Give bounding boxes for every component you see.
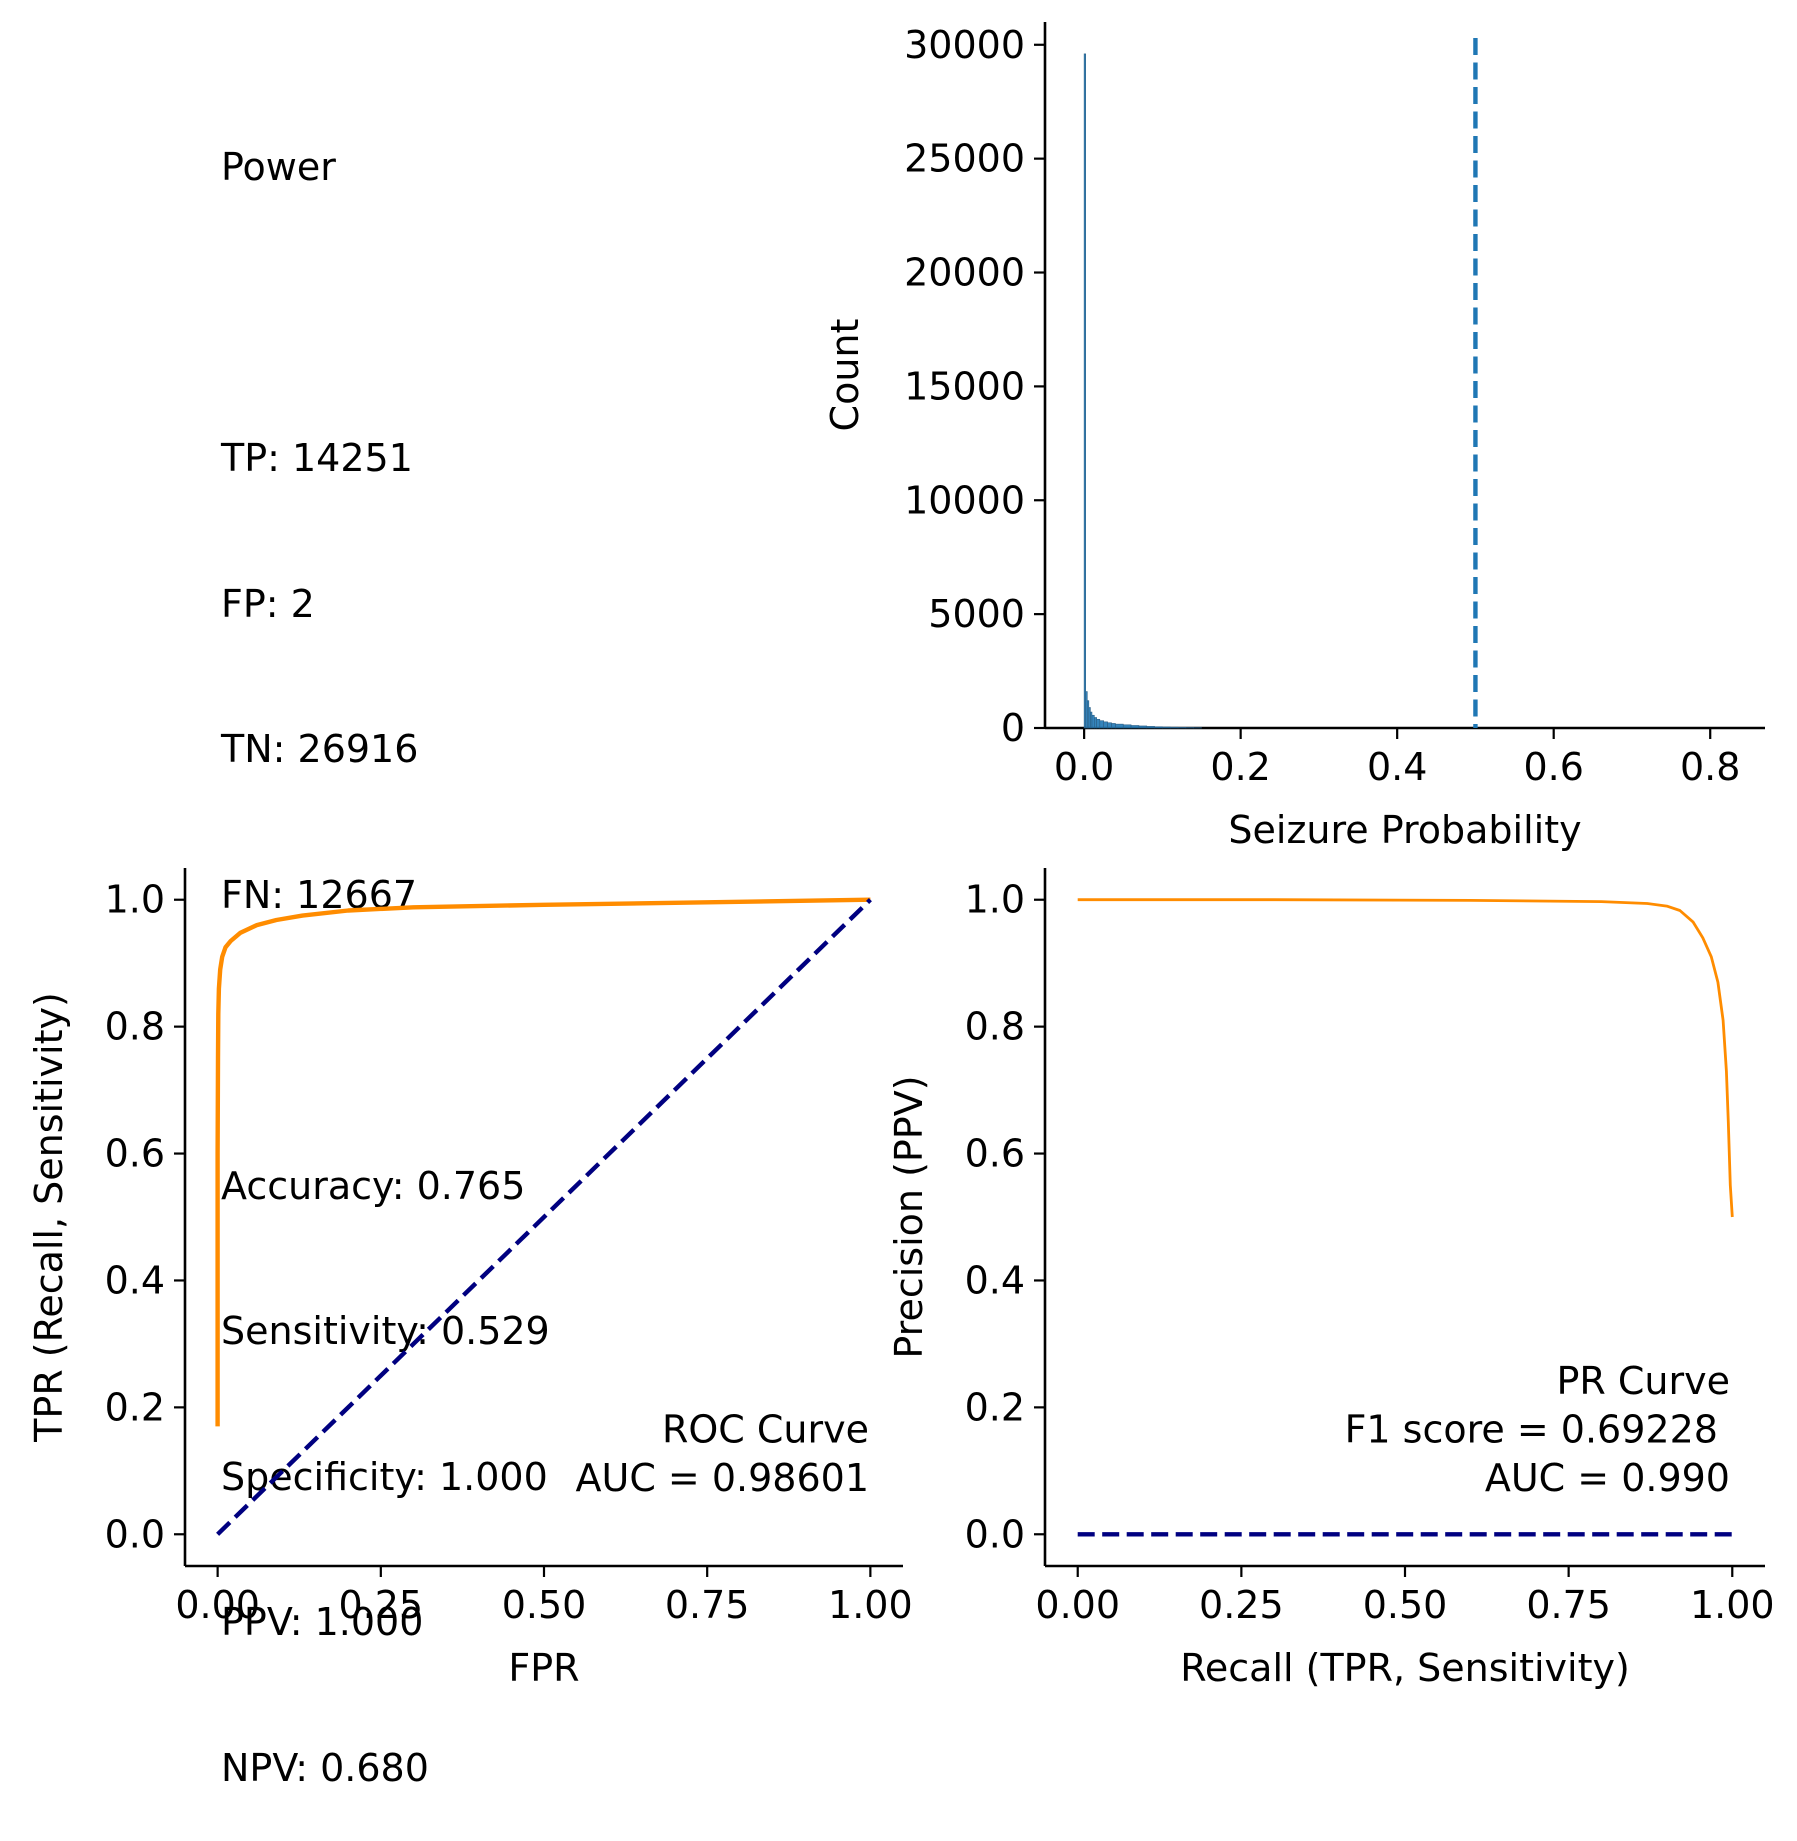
histogram-bar [1155,727,1163,728]
roc-x-axis-label: FPR [508,1646,579,1690]
stats-npv: NPV: 0.680 [221,1744,550,1793]
roc-x-tick-label: 0.50 [502,1583,587,1627]
pr-y-tick-label: 0.2 [965,1385,1025,1429]
histogram-bar [1112,723,1116,728]
pr-x-tick-label: 0.25 [1199,1583,1284,1627]
roc-curve [218,900,871,1427]
histogram-bar [1170,727,1178,728]
histogram-bar [1123,725,1131,728]
pr-curve [1078,900,1733,1217]
roc-y-tick-label: 1.0 [105,878,165,922]
pr-x-axis-label: Recall (TPR, Sensitivity) [1180,1646,1630,1690]
pr-y-tick-label: 0.8 [965,1005,1025,1049]
histogram-y-tick-label: 10000 [904,478,1025,522]
pr-annotation: AUC = 0.990 [1485,1456,1730,1500]
roc-y-tick-label: 0.4 [105,1258,165,1302]
histogram-y-tick-label: 20000 [904,251,1025,295]
histogram-y-axis-label: Count [823,319,867,432]
roc-x-tick-label: 0.25 [339,1583,424,1627]
histogram-y-tick-label: 25000 [904,137,1025,181]
histogram-bar [1115,724,1123,728]
histogram-x-tick-label: 0.2 [1210,745,1270,789]
histogram-y-tick-label: 15000 [904,364,1025,408]
histogram-y-tick-label: 30000 [904,23,1025,67]
histogram-bar [1147,726,1155,728]
pr-x-tick-label: 0.75 [1526,1583,1611,1627]
histogram-bar [1139,726,1147,728]
pr-x-tick-label: 0.50 [1363,1583,1448,1627]
roc-y-tick-label: 0.6 [105,1132,165,1176]
pr-annotation: F1 score = 0.69228 [1345,1408,1730,1452]
roc-y-tick-label: 0.8 [105,1005,165,1049]
histogram-bar [1186,727,1194,728]
pr-x-tick-label: 1.00 [1690,1583,1775,1627]
histogram-bar [1100,721,1104,728]
histogram-bar [1104,722,1108,728]
histogram-bar [1131,725,1139,728]
histogram-y-tick-label: 5000 [928,592,1025,636]
histogram-bar [1097,719,1100,728]
pr-y-tick-label: 1.0 [965,878,1025,922]
histogram-x-axis-label: Seizure Probability [1228,808,1581,852]
roc-y-tick-label: 0.0 [105,1512,165,1556]
roc-x-tick-label: 1.00 [828,1583,913,1627]
pr-y-axis-label: Precision (PPV) [887,1075,931,1358]
histogram-y-tick-label: 0 [1001,706,1025,750]
histogram-bar [1178,727,1186,728]
histogram-bar [1094,718,1096,728]
pr-y-tick-label: 0.4 [965,1258,1025,1302]
roc-y-axis-label: TPR (Recall, Sensitivity) [27,992,71,1443]
pr-annotation: PR Curve [1556,1359,1730,1403]
roc-x-tick-label: 0.00 [175,1583,260,1627]
histogram-x-tick-label: 0.8 [1680,745,1740,789]
histogram-x-tick-label: 0.0 [1054,745,1114,789]
histogram-x-tick-label: 0.6 [1523,745,1583,789]
histogram-bar [1084,54,1086,728]
roc-annotation: ROC Curve [662,1408,869,1452]
roc-y-tick-label: 0.2 [105,1385,165,1429]
pr-y-tick-label: 0.6 [965,1132,1025,1176]
histogram-bar [1092,715,1094,728]
pr-x-tick-label: 0.00 [1035,1583,1120,1627]
figure: 0.0 0.2 0.4 0.6 0.8 0 5000 10000 15000 20000 25000… [0,0,1797,1718]
histogram-bar [1108,723,1112,728]
histogram-bar [1162,727,1170,728]
roc-x-tick-label: 0.75 [665,1583,750,1627]
roc-annotation: AUC = 0.98601 [576,1456,869,1500]
pr-y-tick-label: 0.0 [965,1512,1025,1556]
histogram-x-tick-label: 0.4 [1367,745,1427,789]
